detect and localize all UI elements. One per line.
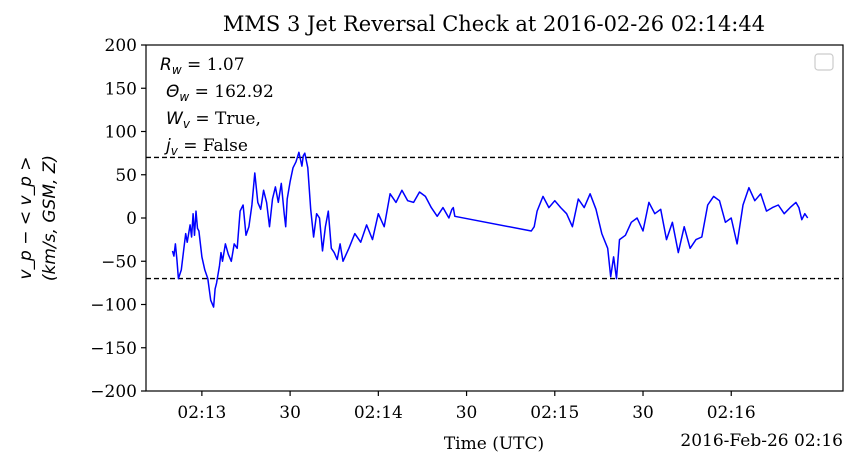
x-tick-label: 02:14 [354,403,403,423]
chart-title: MMS 3 Jet Reversal Check at 2016-02-26 0… [223,12,765,36]
x-tick-label: 02:15 [530,403,579,423]
annotation-value: = False [178,136,248,156]
x-tick-label: 30 [632,403,654,423]
annotation-symbol: R [160,55,172,75]
y-tick-label: 100 [105,123,137,143]
annotation-symbol: W [166,109,184,129]
plot-content [146,151,843,308]
annotation-value: = 162.92 [189,82,274,102]
y-tick-label: −100 [90,296,137,316]
x-offset-label: 2016-Feb-26 02:16 [680,431,843,451]
annotation-subscript: v [171,144,179,158]
y-axis-label-line2: (km/s, GSM, Z) [40,155,60,281]
x-tick-label: 02:13 [177,403,226,423]
x-axis-label: Time (UTC) [444,434,544,454]
annotation-symbol: Θ [166,82,179,102]
x-axis-ticks: 02:13 30 02:14 30 02:15 30 02:16 [177,391,756,423]
y-tick-label: 50 [115,166,137,186]
y-tick-label: −150 [90,339,137,359]
annotation-symbol: j [164,136,171,156]
annotation-line: jv = False [164,136,248,158]
annotation-value: = 1.07 [182,55,245,75]
y-tick-label: 200 [105,36,137,56]
y-axis-label-line1: v_p − < v_p > [16,156,36,279]
annotation-value: = True, [190,109,261,129]
threshold-lines [146,156,843,280]
x-tick-label: 30 [279,403,301,423]
annotation-line: Θw = 162.92 [166,82,274,104]
annotation-line: Wv = True, [166,109,261,131]
y-tick-label: −200 [90,382,137,402]
annotation-subscript: w [172,63,182,77]
x-tick-label: 02:16 [707,403,756,423]
y-tick-label: 0 [126,209,137,229]
series-line-vp-z [171,151,809,308]
annotation-subscript: v [183,117,191,131]
x-tick-label: 30 [456,403,478,423]
y-tick-label: 150 [105,79,137,99]
y-axis-ticks: −200 −150 −100 −50 0 50 100 150 200 [90,36,146,402]
y-axis-label: v_p − < v_p > (km/s, GSM, Z) [16,155,60,281]
annotation-line: Rw = 1.07 [160,55,245,77]
annotation-subscript: w [179,90,189,104]
y-tick-label: −50 [101,252,137,272]
empty-legend-box [814,53,834,71]
